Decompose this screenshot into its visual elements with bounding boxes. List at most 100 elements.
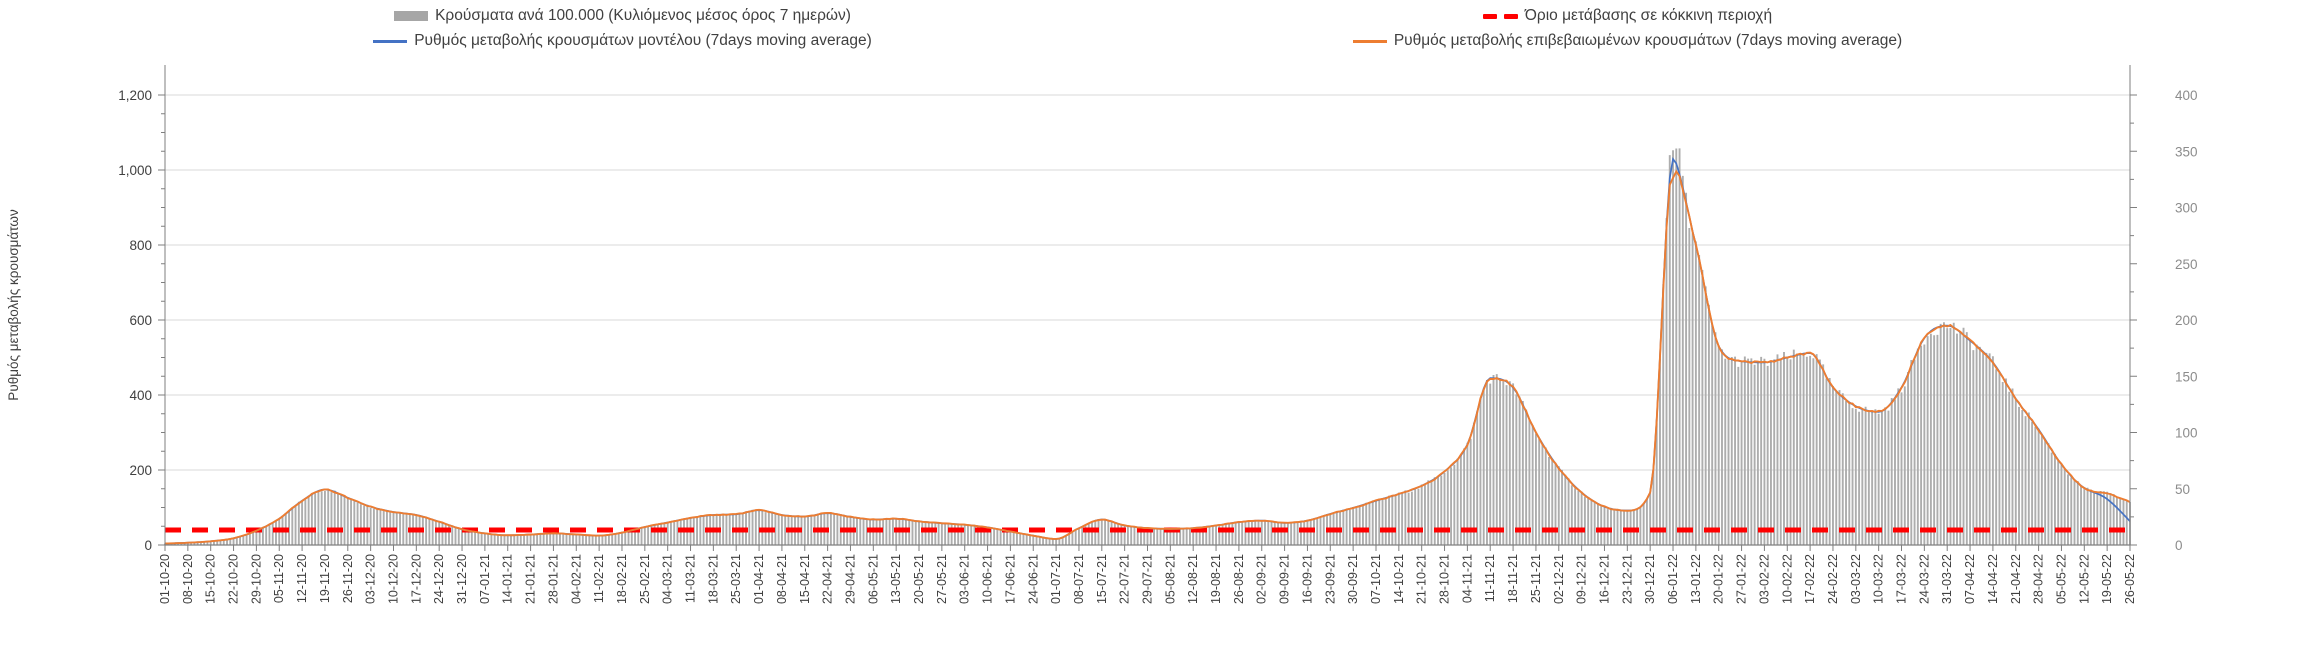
svg-text:08-07-21: 08-07-21 — [1072, 554, 1086, 604]
svg-text:14-10-21: 14-10-21 — [1392, 554, 1406, 604]
svg-text:18-03-21: 18-03-21 — [706, 554, 720, 604]
svg-text:17-06-21: 17-06-21 — [1003, 554, 1017, 604]
svg-text:24-03-22: 24-03-22 — [1917, 554, 1931, 604]
svg-text:29-10-20: 29-10-20 — [249, 554, 263, 604]
svg-text:15-04-21: 15-04-21 — [798, 554, 812, 604]
legend-label-model-line: Ρυθμός μεταβολής κρουσμάτων μοντέλου (7d… — [414, 32, 872, 49]
svg-text:07-10-21: 07-10-21 — [1369, 554, 1383, 604]
svg-text:50: 50 — [2175, 482, 2190, 497]
svg-text:400: 400 — [2175, 88, 2198, 103]
svg-text:28-10-21: 28-10-21 — [1438, 554, 1452, 604]
svg-text:12-08-21: 12-08-21 — [1186, 554, 1200, 604]
svg-text:10-02-22: 10-02-22 — [1780, 554, 1794, 604]
svg-text:27-01-22: 27-01-22 — [1735, 554, 1749, 604]
svg-text:04-03-21: 04-03-21 — [661, 554, 675, 604]
svg-text:04-02-21: 04-02-21 — [569, 554, 583, 604]
svg-text:24-06-21: 24-06-21 — [1026, 554, 1040, 604]
svg-text:02-09-21: 02-09-21 — [1255, 554, 1269, 604]
svg-text:250: 250 — [2175, 257, 2198, 272]
svg-text:19-08-21: 19-08-21 — [1209, 554, 1223, 604]
svg-text:200: 200 — [2175, 313, 2198, 328]
svg-text:100: 100 — [2175, 426, 2198, 441]
svg-text:25-03-21: 25-03-21 — [729, 554, 743, 604]
svg-text:150: 150 — [2175, 369, 2198, 384]
svg-text:02-12-21: 02-12-21 — [1552, 554, 1566, 604]
legend-column-right: Όριο μετάβασης σε κόκκινη περιοχή Ρυθμός… — [1125, 6, 2130, 51]
svg-text:03-06-21: 03-06-21 — [958, 554, 972, 604]
svg-text:06-01-22: 06-01-22 — [1666, 554, 1680, 604]
blue-line-swatch-icon — [373, 39, 408, 43]
legend-label-cases-bars: Κρούσματα ανά 100.000 (Κυλιόμενος μέσος … — [435, 7, 851, 24]
svg-text:13-05-21: 13-05-21 — [889, 554, 903, 604]
svg-text:08-10-20: 08-10-20 — [181, 554, 195, 604]
svg-text:11-11-21: 11-11-21 — [1483, 554, 1497, 602]
svg-text:07-04-22: 07-04-22 — [1963, 554, 1977, 604]
svg-text:15-10-20: 15-10-20 — [204, 554, 218, 604]
svg-text:30-09-21: 30-09-21 — [1346, 554, 1360, 604]
svg-text:400: 400 — [129, 388, 152, 403]
svg-text:06-05-21: 06-05-21 — [866, 554, 880, 604]
svg-text:26-05-22: 26-05-22 — [2123, 554, 2137, 604]
svg-text:10-03-22: 10-03-22 — [1872, 554, 1886, 604]
svg-text:200: 200 — [129, 463, 152, 478]
svg-text:20-05-21: 20-05-21 — [912, 554, 926, 604]
svg-text:18-02-21: 18-02-21 — [615, 554, 629, 604]
svg-text:05-05-22: 05-05-22 — [2054, 554, 2068, 604]
svg-text:04-11-21: 04-11-21 — [1460, 554, 1474, 603]
svg-text:800: 800 — [129, 238, 152, 253]
svg-text:28-01-21: 28-01-21 — [546, 554, 560, 604]
svg-text:22-04-21: 22-04-21 — [821, 554, 835, 604]
svg-text:24-02-22: 24-02-22 — [1826, 554, 1840, 604]
legend-item-red-threshold: Όριο μετάβασης σε κόκκινη περιοχή — [1482, 6, 1772, 26]
svg-text:23-12-21: 23-12-21 — [1620, 554, 1634, 604]
svg-text:25-02-21: 25-02-21 — [638, 554, 652, 604]
svg-text:25-11-21: 25-11-21 — [1529, 554, 1543, 603]
svg-text:21-10-21: 21-10-21 — [1415, 554, 1429, 604]
svg-text:23-09-21: 23-09-21 — [1323, 554, 1337, 604]
svg-text:17-03-22: 17-03-22 — [1895, 554, 1909, 604]
svg-text:09-12-21: 09-12-21 — [1575, 554, 1589, 604]
svg-text:05-08-21: 05-08-21 — [1163, 554, 1177, 604]
svg-text:1,000: 1,000 — [118, 163, 152, 178]
svg-text:16-09-21: 16-09-21 — [1300, 554, 1314, 604]
svg-text:19-05-22: 19-05-22 — [2100, 554, 2114, 604]
chart-legend: Κρούσματα ανά 100.000 (Κυλιόμενος μέσος … — [120, 6, 2130, 51]
svg-text:29-04-21: 29-04-21 — [843, 554, 857, 604]
svg-text:24-12-20: 24-12-20 — [432, 554, 446, 604]
svg-text:22-07-21: 22-07-21 — [1118, 554, 1132, 604]
svg-text:15-07-21: 15-07-21 — [1095, 554, 1109, 604]
svg-text:13-01-22: 13-01-22 — [1689, 554, 1703, 604]
svg-text:01-10-20: 01-10-20 — [158, 554, 172, 604]
svg-text:03-02-22: 03-02-22 — [1757, 554, 1771, 604]
svg-text:19-11-20: 19-11-20 — [318, 554, 332, 603]
svg-text:05-11-20: 05-11-20 — [272, 554, 286, 603]
svg-text:0: 0 — [2175, 538, 2183, 553]
svg-text:16-12-21: 16-12-21 — [1597, 554, 1611, 604]
legend-column-left: Κρούσματα ανά 100.000 (Κυλιόμενος μέσος … — [120, 6, 1125, 51]
svg-text:0: 0 — [144, 538, 152, 553]
svg-text:21-01-21: 21-01-21 — [524, 554, 538, 604]
svg-text:22-10-20: 22-10-20 — [227, 554, 241, 604]
svg-text:11-02-21: 11-02-21 — [592, 554, 606, 603]
svg-text:29-07-21: 29-07-21 — [1141, 554, 1155, 604]
legend-item-model-line: Ρυθμός μεταβολής κρουσμάτων μοντέλου (7d… — [373, 31, 872, 51]
svg-text:10-12-20: 10-12-20 — [386, 554, 400, 604]
legend-item-confirmed-line: Ρυθμός μεταβολής επιβεβαιωμένων κρουσμάτ… — [1352, 31, 1902, 51]
svg-text:03-03-22: 03-03-22 — [1849, 554, 1863, 604]
gray-bar-swatch-icon — [394, 11, 429, 21]
svg-text:30-12-21: 30-12-21 — [1643, 554, 1657, 604]
svg-text:31-03-22: 31-03-22 — [1940, 554, 1954, 604]
svg-text:28-04-22: 28-04-22 — [2032, 554, 2046, 604]
svg-text:09-09-21: 09-09-21 — [1278, 554, 1292, 604]
svg-text:31-12-20: 31-12-20 — [455, 554, 469, 604]
svg-text:07-01-21: 07-01-21 — [478, 554, 492, 604]
svg-text:300: 300 — [2175, 201, 2198, 216]
svg-text:1,200: 1,200 — [118, 88, 152, 103]
svg-text:17-02-22: 17-02-22 — [1803, 554, 1817, 604]
left-axis-title: Ρυθμός μεταβολής κρουσμάτων — [6, 209, 21, 401]
legend-item-cases-bars: Κρούσματα ανά 100.000 (Κυλιόμενος μέσος … — [394, 6, 851, 26]
svg-text:350: 350 — [2175, 144, 2198, 159]
svg-text:01-04-21: 01-04-21 — [752, 554, 766, 604]
svg-text:17-12-20: 17-12-20 — [409, 554, 423, 604]
